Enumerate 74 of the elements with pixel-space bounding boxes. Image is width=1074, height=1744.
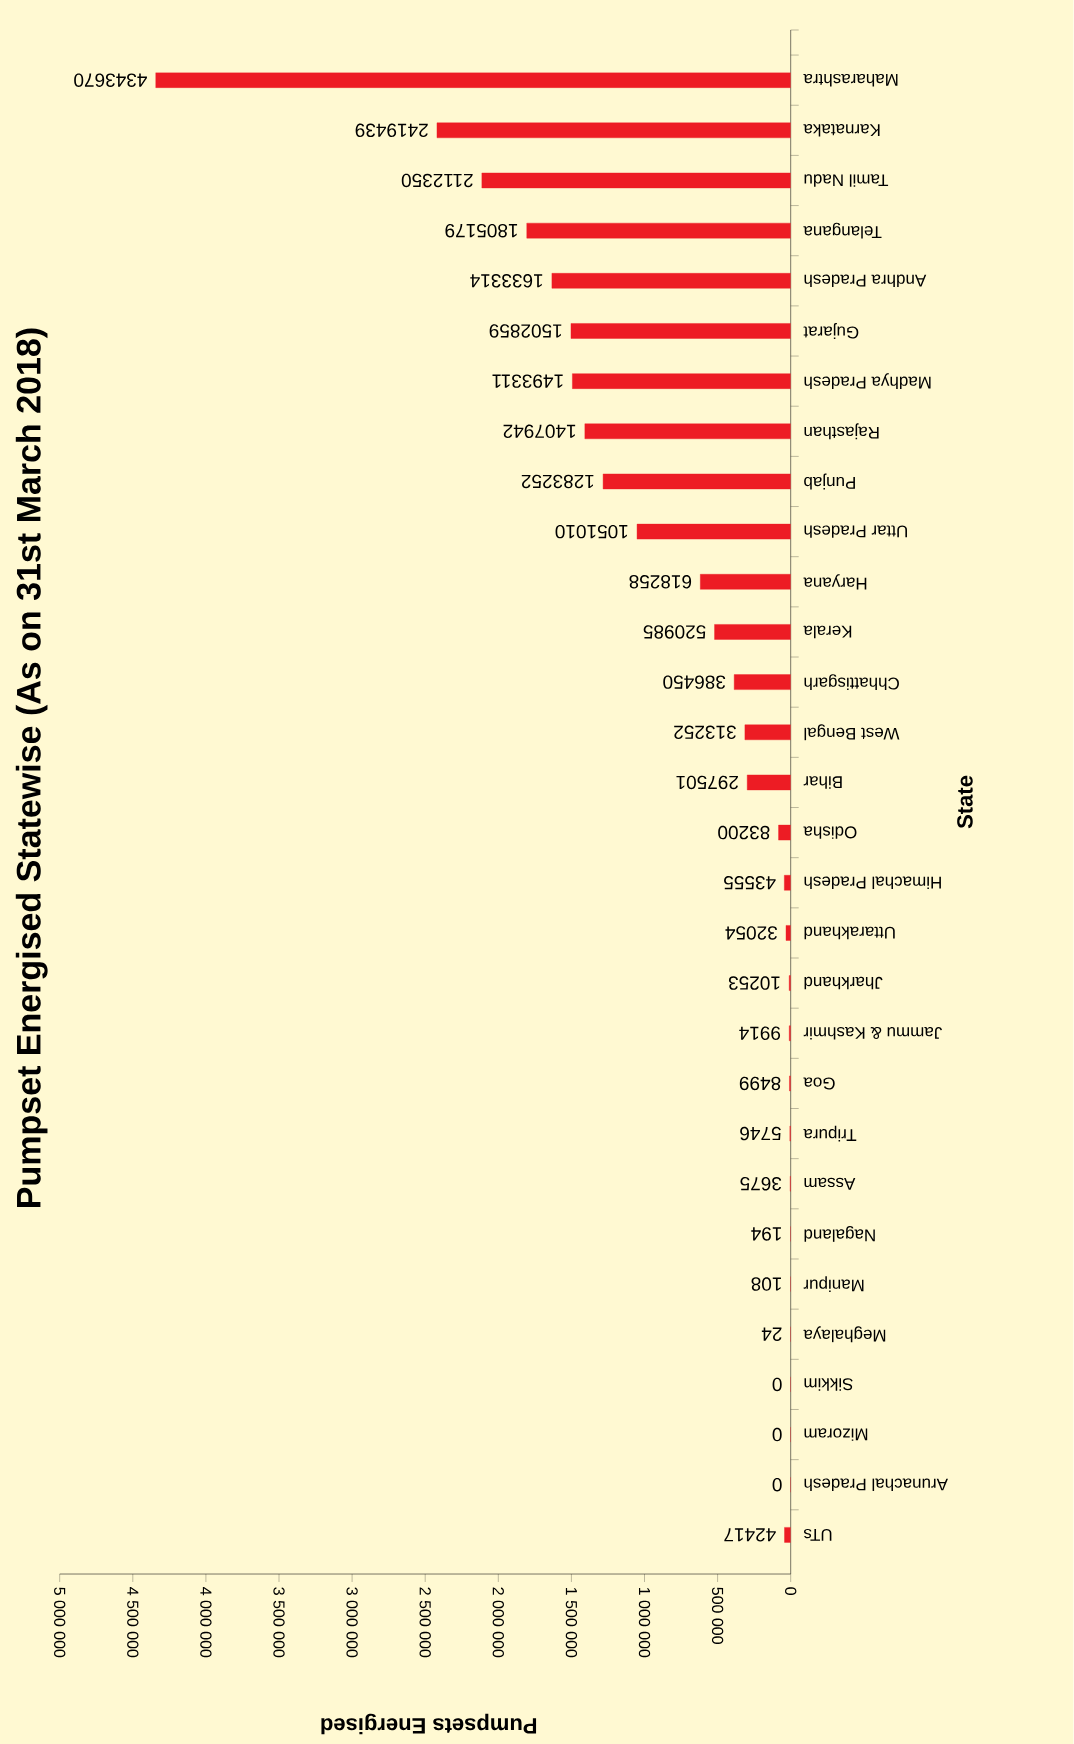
y-tick-label: Odisha xyxy=(803,826,857,839)
x-axis-title: Pumpsets Energised xyxy=(321,1713,537,1735)
y-tick-label: Tripura xyxy=(803,1125,857,1142)
y-tick-label: Andhra Pradesh xyxy=(804,274,927,288)
data-label: 386450 xyxy=(663,675,726,689)
data-label: 2112350 xyxy=(401,173,473,188)
y-tick-label: Jharkhand xyxy=(804,976,883,990)
x-tick-label: 3 500 000 xyxy=(273,1587,285,1658)
y-axis-title: State xyxy=(957,775,973,829)
y-tick-label: Haryana xyxy=(803,574,867,590)
y-tick-label: West Bengal xyxy=(804,724,900,741)
x-tick-label: 3 000 000 xyxy=(346,1587,358,1658)
x-tick-label: 1 000 000 xyxy=(638,1587,651,1658)
data-label: 9914 xyxy=(739,1026,781,1040)
data-label: 1493311 xyxy=(492,374,563,388)
y-tick-label: Jammu & Kashmir xyxy=(803,1027,943,1040)
y-tick-label: Manipur xyxy=(803,1276,864,1292)
x-tick-label: 2 500 000 xyxy=(419,1587,431,1658)
y-tick-label: Punjab xyxy=(804,473,856,490)
data-label: 10253 xyxy=(729,976,780,990)
y-tick-label: Arunachal Pradesh xyxy=(804,1478,949,1491)
y-tick-label: Sikkim xyxy=(804,1378,853,1391)
y-tick-label: Bihar xyxy=(803,776,842,789)
data-label: 42417 xyxy=(724,1528,776,1542)
y-tick-label: Goa xyxy=(803,1077,835,1090)
x-tick-label: 4 000 000 xyxy=(200,1587,212,1658)
x-tick-label: 5 000 000 xyxy=(54,1587,66,1658)
data-label: 0 xyxy=(772,1377,782,1392)
data-label: 0 xyxy=(772,1478,782,1492)
data-label: 1502859 xyxy=(489,324,562,338)
data-label: 24 xyxy=(761,1327,782,1341)
data-label: 1805179 xyxy=(445,223,518,238)
x-tick-label: 0 xyxy=(785,1587,797,1596)
y-tick-label: Gujarat xyxy=(803,323,859,339)
data-label: 4343670 xyxy=(74,73,148,87)
data-label: 83200 xyxy=(718,825,770,840)
y-tick-label: Madhya Pradesh xyxy=(804,373,931,390)
data-label: 1407942 xyxy=(503,424,576,439)
x-tick-label: 4 500 000 xyxy=(127,1587,139,1658)
data-label: 8499 xyxy=(739,1076,781,1091)
data-label: 1283252 xyxy=(521,474,594,489)
y-tick-label: Meghalaya xyxy=(803,1326,886,1343)
data-label: 520985 xyxy=(643,625,706,639)
y-tick-label: UTs xyxy=(804,1528,832,1541)
data-label: 1051010 xyxy=(555,524,628,539)
data-label: 313252 xyxy=(674,725,737,740)
y-tick-label: Karnataka xyxy=(803,124,880,137)
x-tick-label: 2 000 000 xyxy=(492,1587,505,1658)
data-label: 1633314 xyxy=(470,274,543,288)
y-tick-label: Tamil Nadu xyxy=(804,174,889,187)
y-tick-label: Chhattisgarh xyxy=(804,674,900,691)
y-tick-label: Kerala xyxy=(803,625,852,639)
y-tick-label: Mizoram xyxy=(804,1428,868,1441)
y-tick-label: Himachal Pradesh xyxy=(804,876,942,890)
y-tick-label: Uttarakhand xyxy=(804,926,895,940)
data-label: 194 xyxy=(751,1227,782,1241)
y-tick-label: Rajasthan xyxy=(804,423,879,440)
data-label: 618258 xyxy=(629,575,692,589)
x-tick-label: 500 000 xyxy=(712,1587,724,1644)
data-label: 5746 xyxy=(740,1126,781,1141)
data-label: 108 xyxy=(751,1277,782,1291)
data-label: 2419439 xyxy=(355,123,428,138)
data-label: 3675 xyxy=(740,1177,782,1191)
data-label: 297501 xyxy=(676,775,739,790)
text: Pumpset Energised Statewise (As on 31st March 2018) xyxy=(15,328,48,1207)
y-tick-label: Maharashtra xyxy=(803,73,898,87)
y-tick-label: Assam xyxy=(804,1177,856,1190)
data-label: 43555 xyxy=(724,876,776,890)
data-label: 32054 xyxy=(725,926,778,940)
x-tick-label: 1 500 000 xyxy=(565,1587,578,1658)
y-tick-label: Nagaland xyxy=(804,1225,875,1242)
data-label: 0 xyxy=(772,1427,782,1442)
y-tick-label: Uttar Pradesh xyxy=(804,525,908,538)
y-tick-label: Telangana xyxy=(803,222,882,239)
